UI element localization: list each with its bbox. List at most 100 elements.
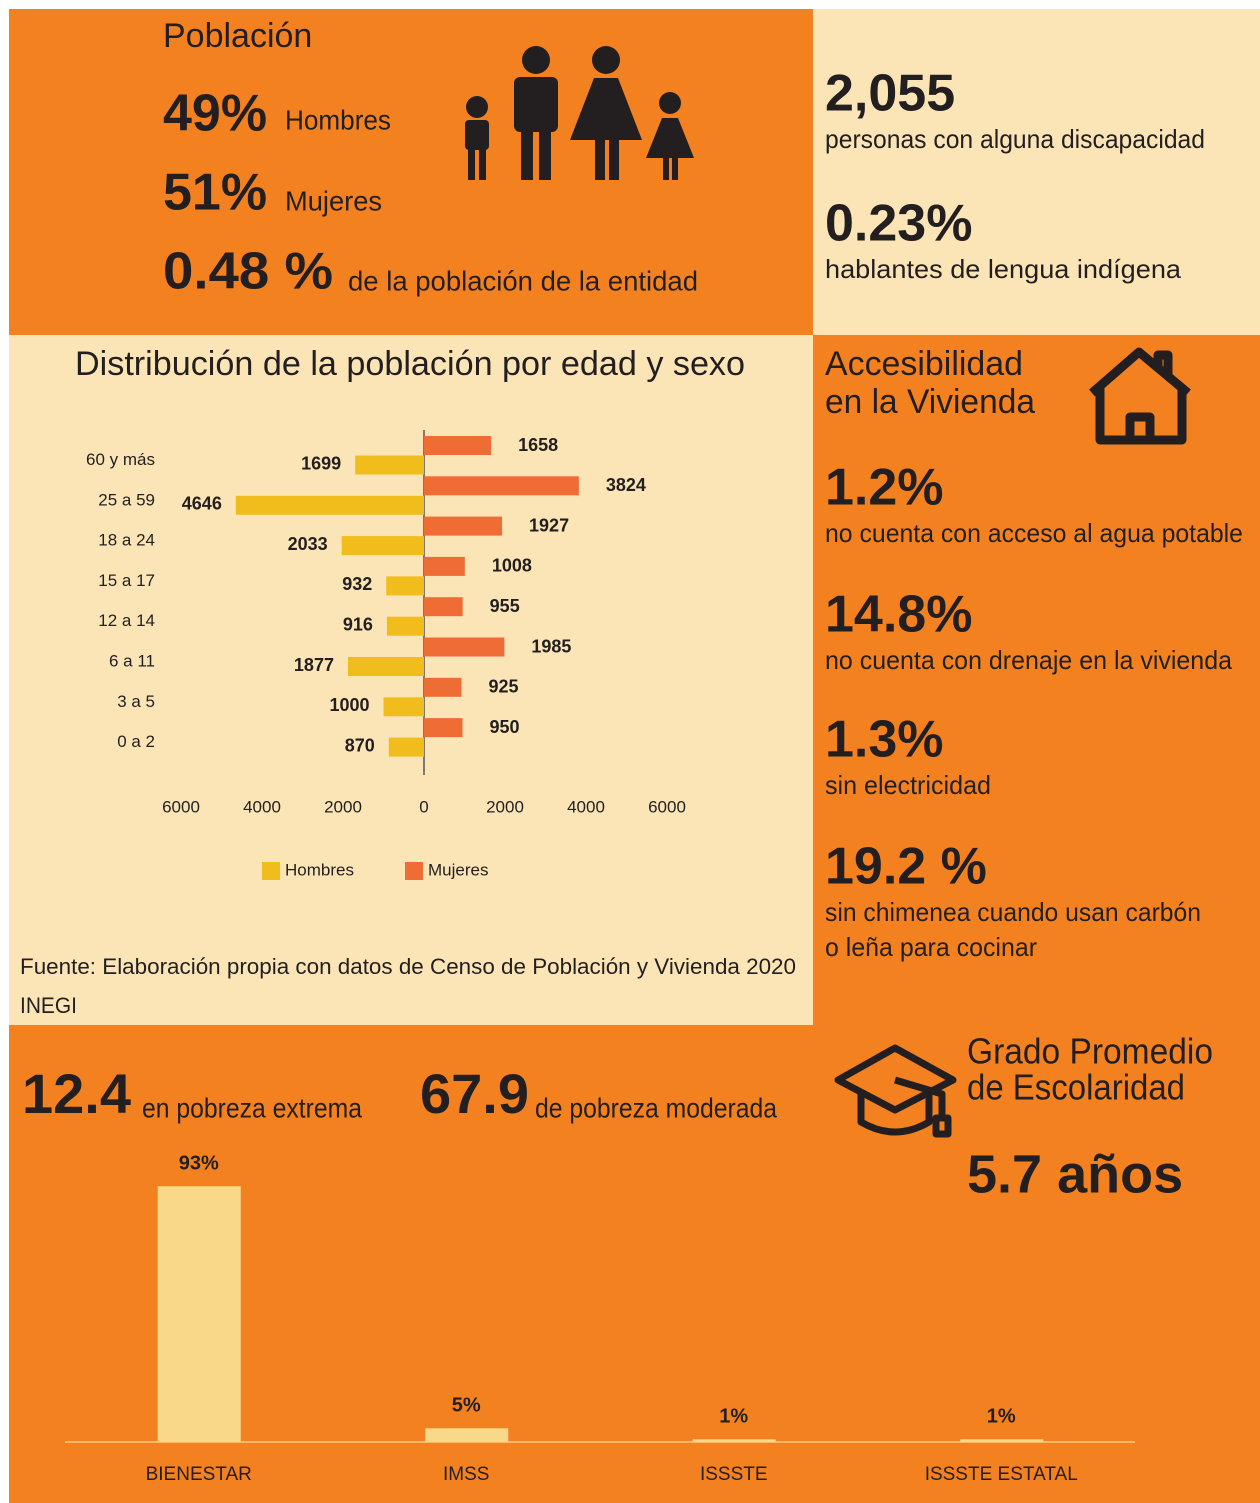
data-label: 925: [488, 677, 518, 697]
stat-value: 67.9: [420, 1062, 529, 1125]
y-tick-label: 15 a 17: [98, 571, 155, 590]
stat-value: 0.23%: [825, 195, 972, 253]
data-label: 1877: [294, 655, 334, 675]
x-tick-label: IMSS: [443, 1464, 489, 1485]
house-icon: [1089, 347, 1191, 445]
data-label: 932: [342, 574, 372, 594]
bar-mujeres: [424, 556, 465, 576]
x-tick-label: 6000: [162, 797, 200, 816]
data-label: 1%: [987, 1406, 1016, 1428]
data-label: 5%: [452, 1395, 481, 1417]
x-tick-label: 2000: [486, 797, 524, 816]
x-tick-label: 4000: [243, 797, 281, 816]
stat-value: 0.48 %: [163, 243, 333, 301]
data-label: 1985: [531, 636, 571, 656]
y-tick-label: 6 a 11: [109, 651, 155, 670]
label: Mujeres: [285, 185, 382, 216]
data-label: 2033: [288, 534, 328, 554]
bar-mujeres: [424, 637, 505, 657]
label: sin chimenea cuando usan carbón: [825, 897, 1201, 927]
family-icon: [465, 46, 694, 180]
data-label: 3824: [606, 475, 646, 495]
stat-value: 14.8%: [825, 586, 972, 644]
y-tick-label: 25 a 59: [98, 490, 155, 509]
label: personas con alguna discapacidad: [825, 124, 1205, 154]
legend-swatch: [405, 862, 423, 880]
data-label: 1%: [719, 1406, 748, 1428]
source: Fuente: Elaboración propia con datos de …: [20, 954, 796, 979]
bar-hombres: [341, 536, 424, 556]
x-tick-label: ISSSTE: [700, 1464, 768, 1485]
title: Accesibilidad: [825, 345, 1023, 383]
y-tick-label: 0 a 2: [117, 732, 155, 751]
stat-value: 19.2 %: [825, 838, 987, 896]
x-tick-label: ISSSTE ESTATAL: [925, 1464, 1078, 1485]
legend-swatch: [262, 862, 280, 880]
stat-value: 2,055: [825, 65, 955, 123]
label: de pobreza moderada: [535, 1092, 777, 1123]
stat-value: 49%: [163, 85, 267, 143]
source: INEGI: [20, 993, 77, 1018]
data-label: 916: [343, 614, 373, 634]
label: no cuenta con drenaje en la vivienda: [825, 645, 1233, 675]
stat-value: 1.2%: [825, 459, 944, 517]
bar-hombres: [383, 697, 424, 717]
stat-value: 5.7 años: [967, 1144, 1183, 1204]
panel-poblacion: [9, 9, 813, 335]
label: no cuenta con acceso al agua potable: [825, 518, 1243, 548]
data-label: 870: [345, 735, 375, 755]
data-label: 1699: [301, 453, 341, 473]
x-tick-label: 0: [419, 797, 428, 816]
bar-hombres: [386, 616, 424, 636]
bar-mujeres: [424, 677, 462, 697]
data-label: 950: [489, 717, 519, 737]
graduation-icon: [834, 1044, 957, 1138]
panel-discapacidad: [813, 9, 1260, 335]
stat-value: 12.4: [22, 1062, 131, 1125]
y-tick-label: 60 y más: [86, 450, 155, 469]
bar-mujeres: [424, 597, 463, 617]
legend-label: Mujeres: [428, 860, 488, 879]
title: Grado Promedio: [967, 1031, 1213, 1072]
bar-hombres: [235, 495, 424, 515]
label: o leña para cocinar: [825, 932, 1037, 962]
data-label: 4646: [182, 494, 222, 514]
panel-piramide: [9, 335, 813, 1025]
title: Población: [163, 17, 312, 55]
y-tick-label: 12 a 14: [98, 611, 155, 630]
bar-hombres: [386, 576, 424, 596]
label: de la población de la entidad: [348, 265, 698, 296]
label: Hombres: [285, 104, 391, 135]
data-label: 955: [490, 596, 520, 616]
bar-hombres: [355, 455, 424, 475]
bar-hombres: [388, 737, 424, 757]
label: en pobreza extrema: [142, 1092, 362, 1123]
stat-value: 1.3%: [825, 711, 944, 769]
panel-vivienda: [813, 335, 1260, 1025]
bar: [157, 1186, 241, 1442]
x-tick-label: BIENESTAR: [146, 1464, 252, 1485]
bar-mujeres: [424, 476, 579, 496]
y-tick-label: 18 a 24: [98, 531, 155, 550]
bar: [960, 1439, 1044, 1442]
data-label: 1658: [518, 435, 558, 455]
stat-value: 51%: [163, 164, 267, 222]
chart-title: Distribución de la población por edad y …: [75, 345, 745, 383]
bar: [425, 1428, 509, 1442]
bar: [692, 1439, 776, 1442]
x-tick-label: 6000: [648, 797, 686, 816]
label: sin electricidad: [825, 770, 991, 800]
data-label: 1008: [492, 556, 532, 576]
data-label: 1000: [329, 695, 369, 715]
bar-hombres: [347, 657, 424, 676]
bar-mujeres: [424, 436, 492, 455]
bar-mujeres: [424, 516, 503, 536]
bar-mujeres: [424, 718, 463, 738]
x-tick-label: 2000: [324, 797, 362, 816]
label: hablantes de lengua indígena: [825, 254, 1182, 284]
legend-label: Hombres: [285, 860, 354, 879]
data-label: 1927: [529, 515, 569, 535]
x-tick-label: 4000: [567, 797, 605, 816]
data-label: 93%: [179, 1153, 219, 1175]
